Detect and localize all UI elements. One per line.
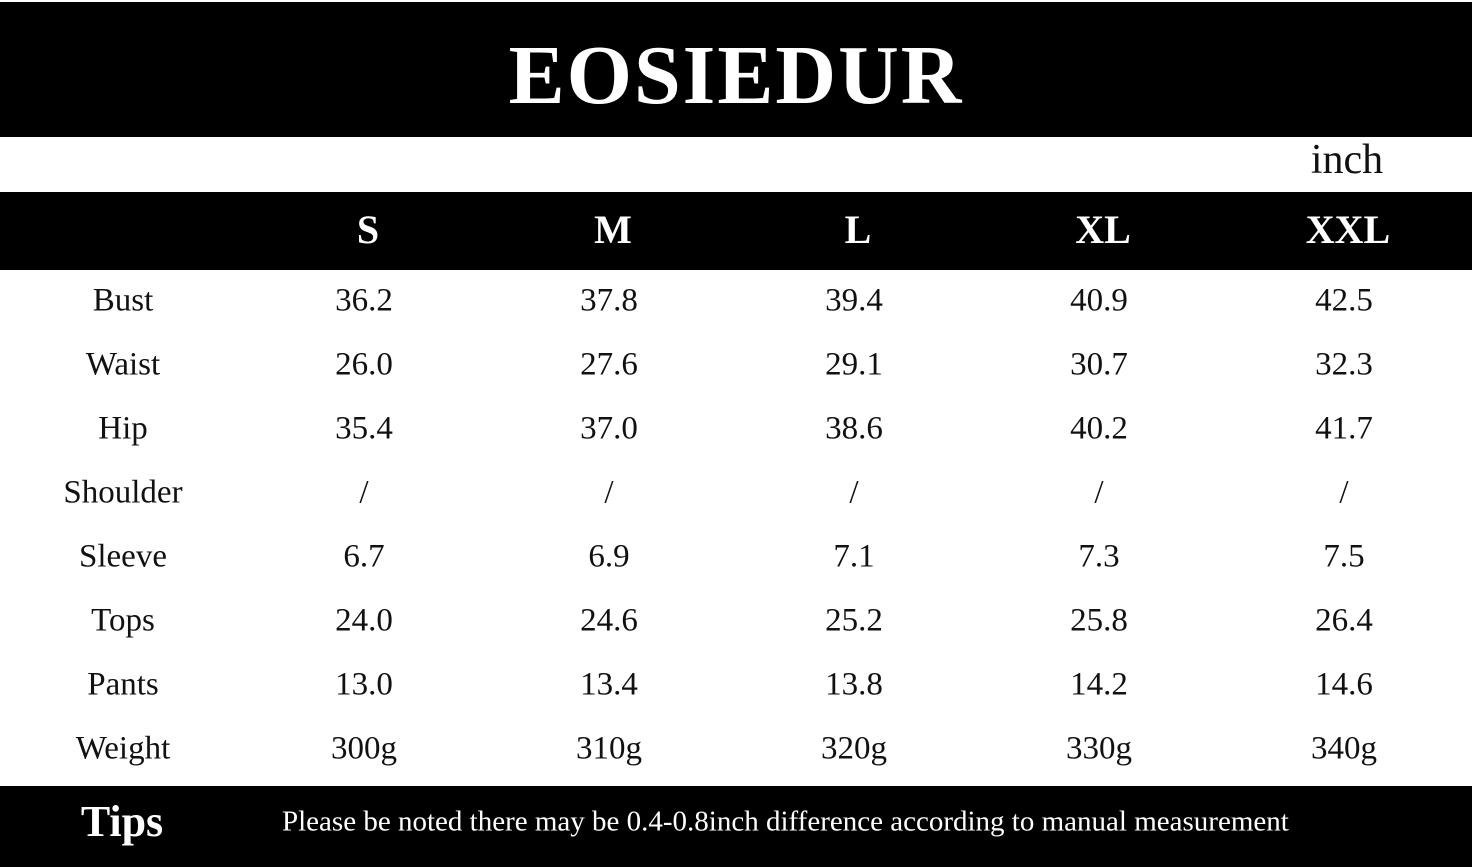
cell: 6.7 — [343, 538, 385, 575]
cell: 42.5 — [1315, 282, 1373, 319]
cell: 38.6 — [825, 410, 883, 447]
cell: 7.5 — [1323, 538, 1365, 575]
cell: 25.8 — [1070, 602, 1128, 639]
row-label: Shoulder — [63, 474, 183, 511]
cell: 14.6 — [1315, 666, 1373, 703]
cell: 24.0 — [335, 602, 393, 639]
row-label: Waist — [85, 346, 161, 383]
tips-label: Tips — [80, 797, 164, 846]
cell: 30.7 — [1070, 346, 1128, 383]
cell: 300g — [331, 730, 397, 767]
cell: 25.2 — [825, 602, 883, 639]
cell: 26.0 — [335, 346, 393, 383]
cell: / — [359, 474, 369, 511]
cell: 35.4 — [335, 410, 393, 447]
cell: 26.4 — [1315, 602, 1373, 639]
cell: 6.9 — [588, 538, 630, 575]
cell: 24.6 — [580, 602, 638, 639]
cell: 14.2 — [1070, 666, 1128, 703]
column-header: M — [594, 207, 632, 252]
tips-note: Please be noted there may be 0.4-0.8inch… — [282, 805, 1289, 838]
cell: 40.2 — [1070, 410, 1128, 447]
cell: 310g — [576, 730, 642, 767]
cell: 32.3 — [1315, 346, 1373, 383]
column-header: XXL — [1305, 207, 1391, 252]
cell: 27.6 — [580, 346, 638, 383]
cell: 7.1 — [833, 538, 875, 575]
tips-bar — [0, 786, 1472, 867]
cell: 40.9 — [1070, 282, 1128, 319]
cell: / — [604, 474, 614, 511]
cell: 13.8 — [825, 666, 883, 703]
cell: / — [849, 474, 859, 511]
brand-title: EOSIEDUR — [508, 29, 964, 122]
cell: 36.2 — [335, 282, 393, 319]
column-header: XL — [1075, 207, 1131, 252]
column-header: S — [356, 207, 380, 252]
cell: 29.1 — [825, 346, 883, 383]
cell: 340g — [1311, 730, 1377, 767]
cell: 13.0 — [335, 666, 393, 703]
cell: 320g — [821, 730, 887, 767]
cell: 330g — [1066, 730, 1132, 767]
cell: / — [1094, 474, 1104, 511]
cell: 39.4 — [825, 282, 883, 319]
cell: 7.3 — [1078, 538, 1120, 575]
row-label: Bust — [92, 282, 154, 319]
cell: 13.4 — [580, 666, 638, 703]
title-bar — [0, 2, 1472, 137]
column-header: L — [844, 207, 872, 252]
cell: 41.7 — [1315, 410, 1373, 447]
cell: 37.8 — [580, 282, 638, 319]
header-row — [0, 192, 1472, 270]
row-label: Sleeve — [79, 538, 167, 575]
row-label: Hip — [98, 410, 148, 447]
row-label: Pants — [87, 666, 159, 703]
cell: 37.0 — [580, 410, 638, 447]
row-label: Tops — [91, 602, 155, 639]
row-label: Weight — [75, 730, 171, 767]
cell: / — [1339, 474, 1349, 511]
unit-label: inch — [1310, 137, 1384, 183]
